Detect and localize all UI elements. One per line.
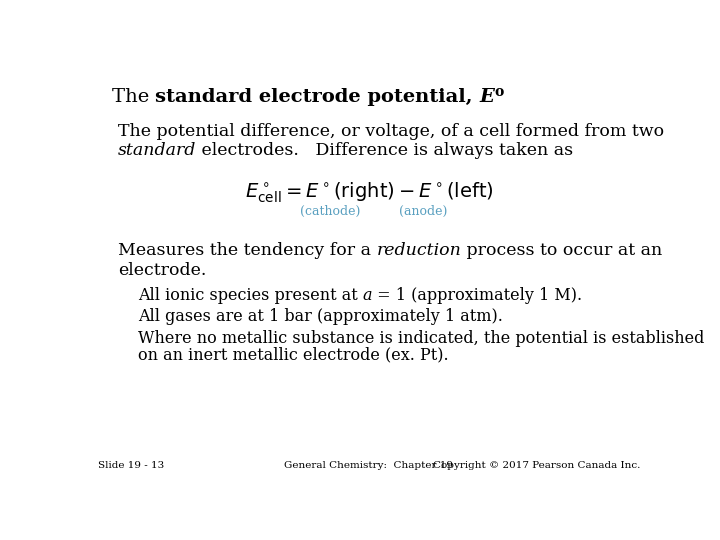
Text: E: E [480,88,495,106]
Text: (cathode): (cathode) [300,205,361,218]
Text: General Chemistry:  Chapter 19: General Chemistry: Chapter 19 [284,461,454,470]
Text: $\mathit{E}^\circ_{\rm cell} = \mathit{E}^\circ\rm(right) - \mathit{E}^\circ\rm(: $\mathit{E}^\circ_{\rm cell} = \mathit{E… [245,180,493,205]
Text: The potential difference, or voltage, of a cell formed from two: The potential difference, or voltage, of… [118,123,664,139]
Text: o: o [495,85,503,99]
Text: All ionic species present at: All ionic species present at [138,287,363,303]
Text: standard electrode potential,: standard electrode potential, [156,88,480,106]
Text: Slide 19 - 13: Slide 19 - 13 [98,461,164,470]
Text: Measures the tendency for a: Measures the tendency for a [118,242,377,259]
Text: electrodes.   Difference is always taken as: electrodes. Difference is always taken a… [197,142,573,159]
Text: electrode.: electrode. [118,262,206,279]
Text: (anode): (anode) [399,205,447,218]
Text: standard: standard [118,142,197,159]
Text: on an inert metallic electrode (ex. Pt).: on an inert metallic electrode (ex. Pt). [138,347,449,363]
Text: a: a [363,287,372,303]
Text: reduction: reduction [377,242,462,259]
Text: The: The [112,88,156,106]
Text: Where no metallic substance is indicated, the potential is established: Where no metallic substance is indicated… [138,330,704,347]
Text: All gases are at 1 bar (approximately 1 atm).: All gases are at 1 bar (approximately 1 … [138,308,503,325]
Text: process to occur at an: process to occur at an [462,242,662,259]
Text: = 1 (approximately 1 M).: = 1 (approximately 1 M). [372,287,582,303]
Text: Copyright © 2017 Pearson Canada Inc.: Copyright © 2017 Pearson Canada Inc. [433,461,640,470]
